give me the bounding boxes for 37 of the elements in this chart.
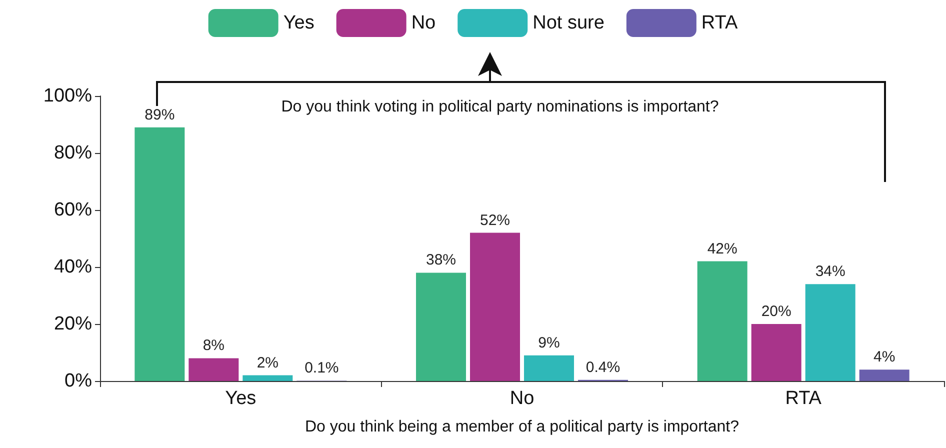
y-tick-label: 40% — [54, 256, 92, 278]
bar — [524, 355, 574, 381]
data-label: 9% — [538, 334, 560, 352]
data-label: 20% — [761, 303, 792, 320]
bar — [697, 261, 748, 381]
x-tick-label: RTA — [785, 388, 822, 409]
x-axis-title: Do you think being a member of a political party is important? — [305, 418, 740, 436]
bar — [470, 232, 520, 381]
y-tick-label: 60% — [54, 200, 92, 220]
data-label: 52% — [480, 212, 510, 229]
bar — [859, 370, 910, 381]
x-tick-label: No — [510, 388, 534, 409]
bar — [242, 375, 293, 381]
y-tick-label: 20% — [54, 314, 92, 334]
y-tick-label: 80% — [54, 142, 92, 164]
data-label: 2% — [256, 354, 279, 372]
data-label: 8% — [202, 337, 225, 354]
legend-label: RTA — [701, 12, 738, 34]
legend-title: Do you think voting in political party nominations is important? — [281, 98, 719, 116]
bar — [805, 284, 856, 381]
data-label: 38% — [426, 252, 456, 269]
legend-label: No — [411, 12, 436, 34]
data-label: 0.1% — [304, 360, 339, 377]
data-label: 89% — [144, 106, 175, 124]
y-tick-label: 100% — [43, 86, 92, 106]
legend-label: Yes — [283, 12, 314, 34]
bar — [134, 127, 185, 381]
bar — [751, 324, 802, 381]
data-label: 42% — [707, 240, 738, 258]
legend-label: Not sure — [532, 12, 604, 34]
data-label: 4% — [873, 348, 896, 366]
bar — [416, 272, 466, 381]
bar — [188, 358, 239, 381]
data-label: 0.4% — [586, 358, 620, 376]
x-tick-label: Yes — [225, 388, 256, 409]
data-label: 34% — [815, 263, 846, 280]
y-tick-label: 0% — [64, 370, 92, 392]
